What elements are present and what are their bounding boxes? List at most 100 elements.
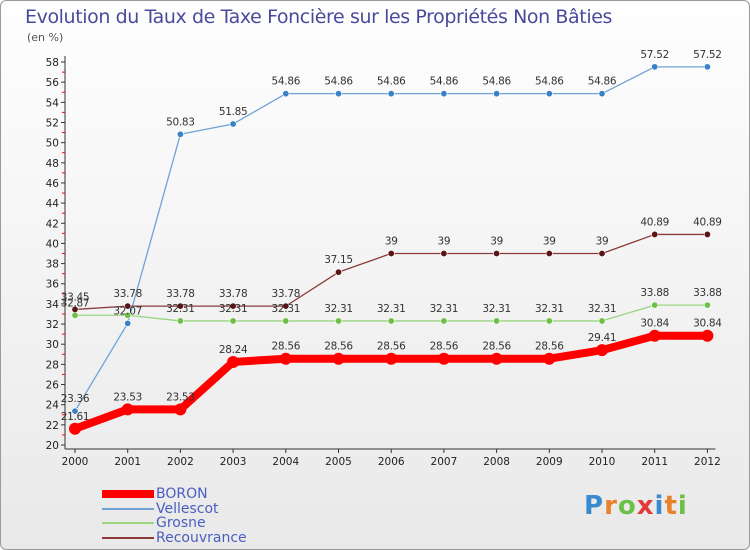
data-point [71,305,79,313]
chart-title: Evolution du Taux de Taxe Foncière sur l… [25,6,613,28]
data-label: 57.52 [640,49,669,61]
data-point [703,230,711,238]
data-label: 32.07 [113,305,142,317]
data-point [437,352,450,365]
data-label: 28.56 [272,341,301,353]
series-recouvrance [71,230,711,313]
data-point [651,230,659,238]
data-label: 32.31 [430,303,459,315]
data-point [545,90,553,98]
data-label: 33.78 [166,288,195,300]
y-tick-label: 44 [46,198,60,210]
x-tick-label: 2002 [167,456,194,468]
y-tick-label: 38 [46,259,59,271]
data-label: 33.88 [640,287,669,299]
y-tick-label: 26 [46,380,60,392]
y-tick-label: 46 [46,178,60,190]
data-point [124,302,132,310]
data-label: 40.89 [693,216,722,228]
data-point [440,250,448,258]
data-label: 54.86 [588,76,617,88]
data-point [387,317,395,325]
series-vellescot [71,63,711,415]
x-tick-label: 2011 [641,456,668,468]
data-point [651,301,659,309]
x-tick-label: 2005 [325,456,352,468]
data-point [176,302,184,310]
data-point [176,130,184,138]
legend-swatch-boron [102,490,154,498]
data-label: 32.31 [272,303,301,315]
x-tick-label: 2007 [431,456,458,468]
data-label: 54.86 [324,76,353,88]
data-label: 32.87 [61,297,90,309]
data-label: 51.85 [219,106,248,118]
unit-label: (en %) [27,31,64,44]
legend-swatch-recouvrance [102,537,154,539]
y-tick-label: 22 [46,420,59,432]
legend-label-boron: BORON [156,486,208,502]
y-tick-label: 34 [46,299,60,311]
data-label: 32.31 [377,303,406,315]
legend-label-recouvrance: Recouvrance [156,530,247,546]
x-tick-label: 2000 [62,456,89,468]
data-point [229,302,237,310]
data-label: 32.31 [219,303,248,315]
data-label: 39 [543,236,556,248]
y-tick-label: 36 [46,279,60,291]
data-point [229,120,237,128]
data-label: 21.61 [61,411,90,423]
data-point [493,317,501,325]
data-label: 57.52 [693,49,722,61]
data-point [387,90,395,98]
data-point [545,317,553,325]
data-label: 33.88 [693,287,722,299]
data-point [440,317,448,325]
y-tick-label: 32 [46,319,59,331]
data-label: 28.56 [377,341,406,353]
series-boron [69,329,714,435]
data-point [493,90,501,98]
data-point [490,352,503,365]
data-point [701,329,714,342]
data-point [387,250,395,258]
data-label: 32.31 [166,303,195,315]
x-tick-label: 2008 [483,456,510,468]
data-point [229,317,237,325]
x-tick-label: 2006 [378,456,405,468]
data-label: 54.86 [430,76,459,88]
y-tick-label: 52 [46,117,59,129]
y-tick-label: 50 [46,138,59,150]
y-tick-label: 28 [46,359,59,371]
x-tick-label: 2003 [220,456,247,468]
data-label: 54.86 [377,76,406,88]
logo-letter: x [636,491,655,521]
data-point [227,355,240,368]
x-tick-label: 2009 [536,456,563,468]
data-point [334,268,342,276]
data-label: 37.15 [324,254,353,266]
data-label: 33.78 [272,288,301,300]
data-label: 40.89 [640,216,669,228]
data-label: 39 [596,236,609,248]
data-label: 39 [438,236,451,248]
data-point [545,250,553,258]
data-label: 33.45 [61,291,90,303]
data-point [176,317,184,325]
logo-letter: t [664,491,678,521]
legend-swatch-vellescot [102,508,154,510]
data-label: 32.31 [535,303,564,315]
data-point [279,352,292,365]
data-point [648,329,661,342]
data-point [71,407,79,415]
data-point [703,301,711,309]
data-label: 54.86 [482,76,511,88]
data-label: 39 [385,236,398,248]
series-grosne [71,301,711,325]
logo-letter: r [604,491,618,521]
data-point [543,352,556,365]
logo-letter: o [617,491,637,521]
data-label: 32.31 [482,303,511,315]
data-point [598,90,606,98]
